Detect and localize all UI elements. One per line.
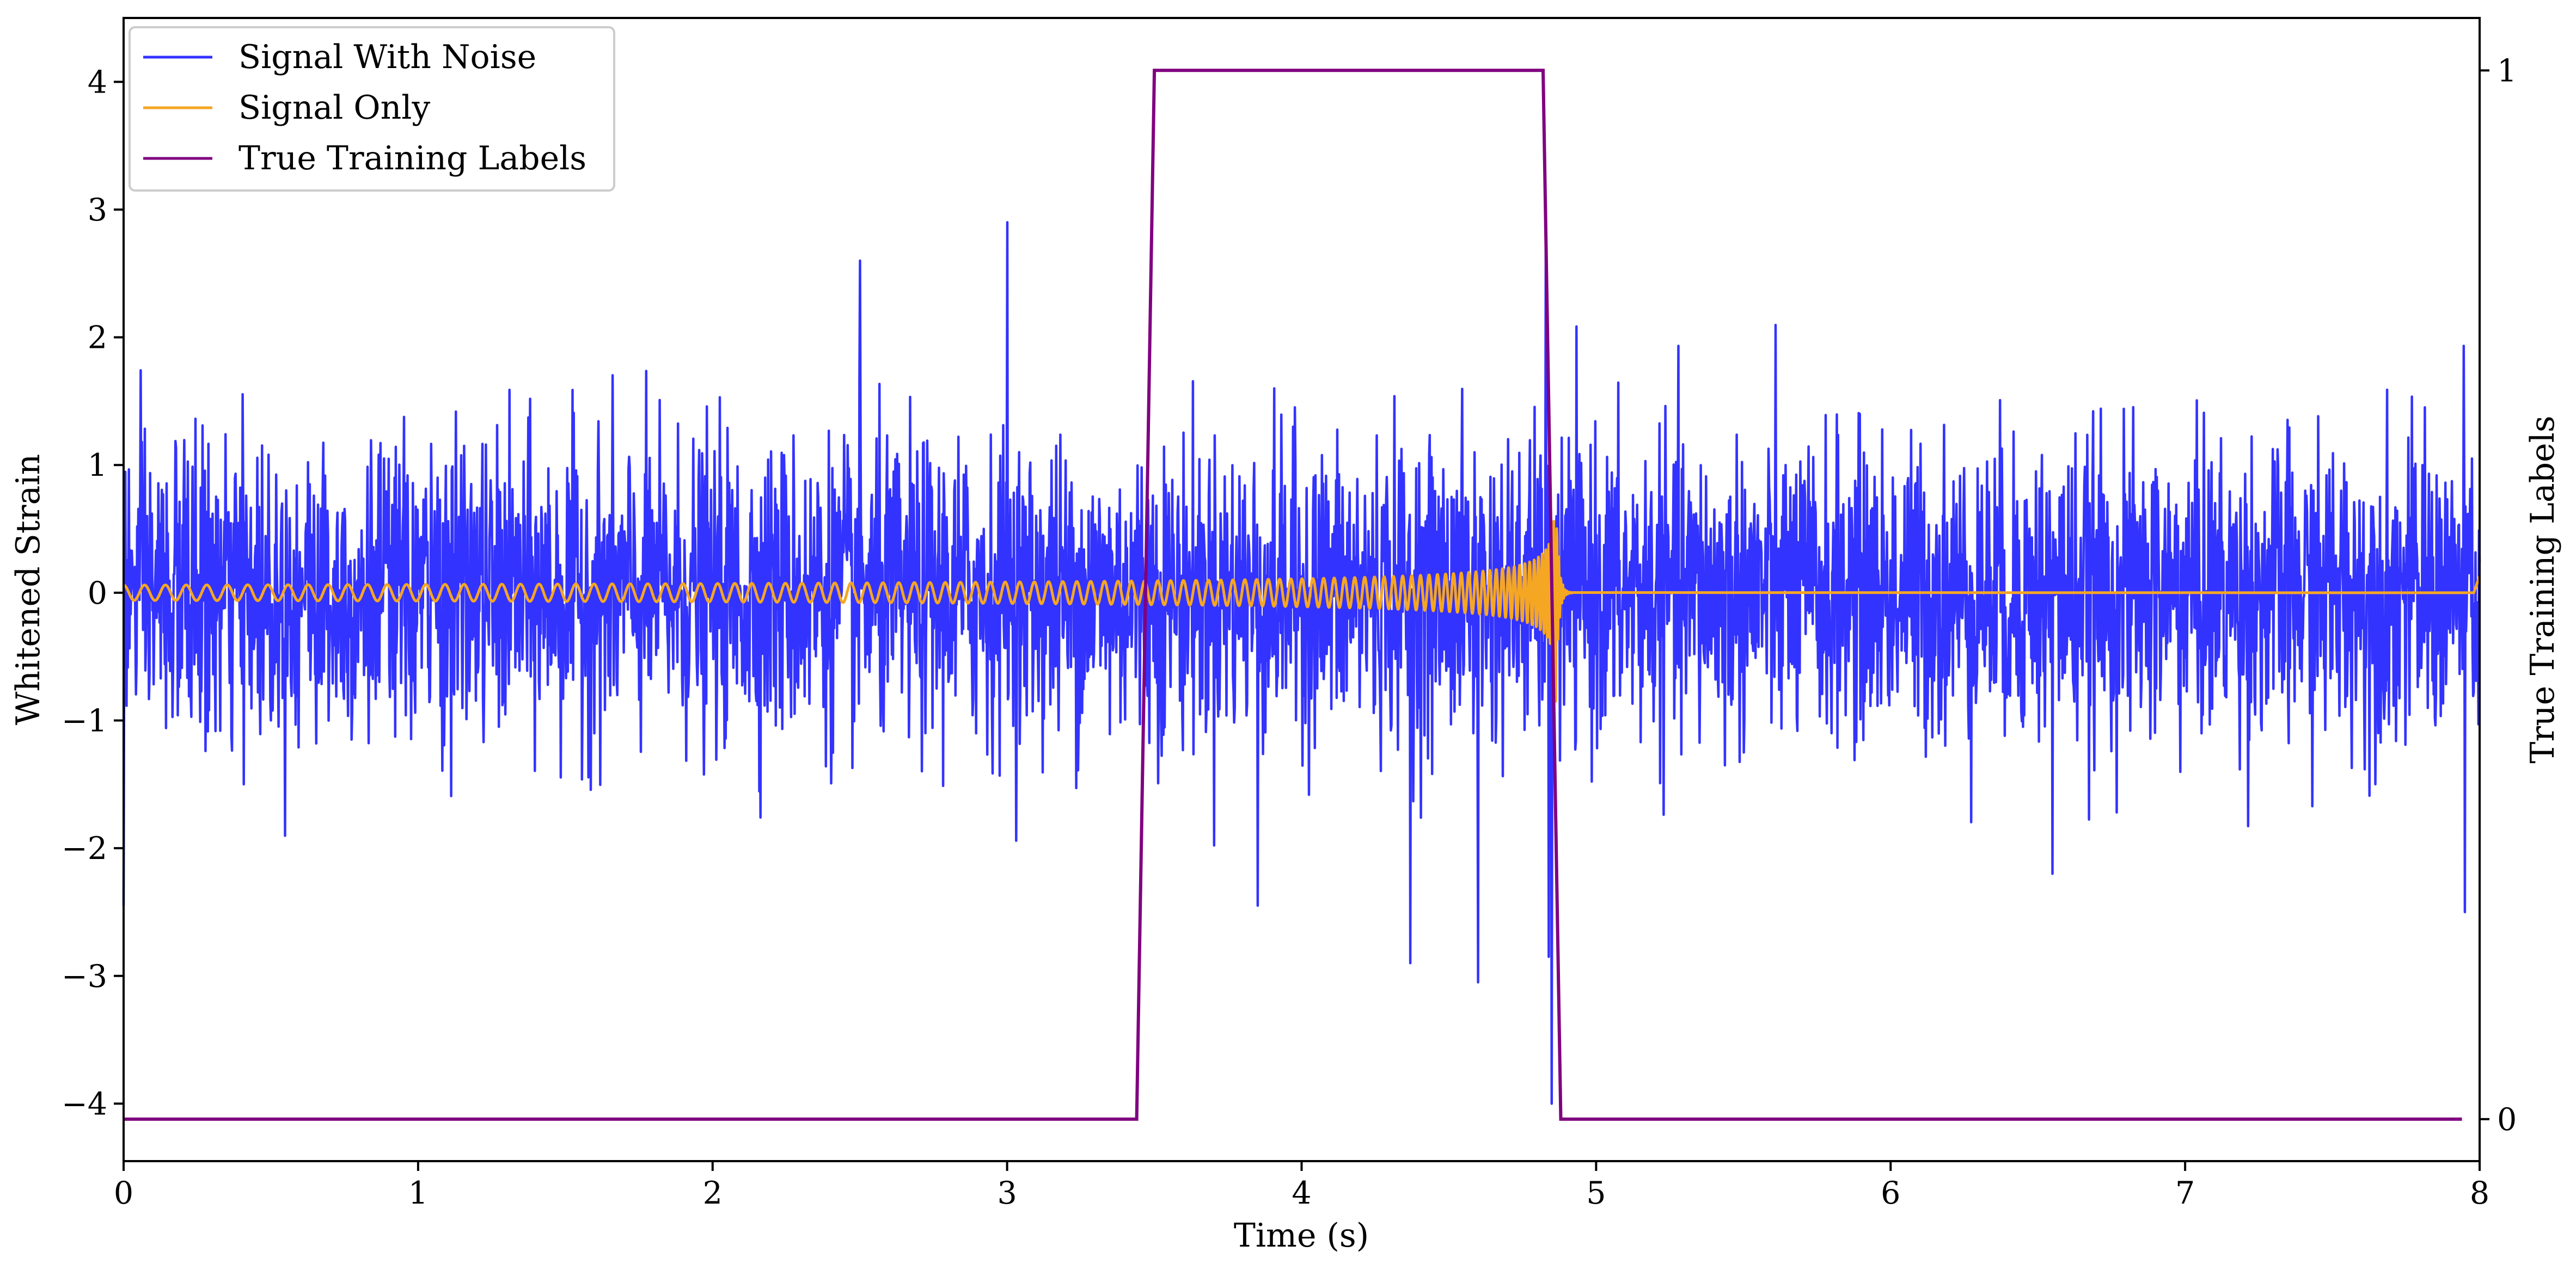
x-tick-label: 4: [1292, 1175, 1311, 1211]
x-axis-label: Time (s): [1234, 1217, 1369, 1255]
x-tick-label: 6: [1881, 1175, 1900, 1211]
y-tick-label-right: 1: [2497, 53, 2517, 89]
y-tick-label: −1: [62, 703, 107, 739]
legend: Signal With Noise Signal Only True Trainin…: [129, 26, 615, 192]
y-tick-label: −2: [62, 831, 107, 867]
legend-box: [129, 26, 615, 192]
y-tick-label: −4: [62, 1086, 107, 1122]
x-axis: 0 1 2 3 4 5 6 7 8: [114, 1161, 2489, 1211]
plot-area: [122, 69, 2481, 1121]
x-tick-label: 3: [997, 1175, 1017, 1211]
y-axis-left: −4 −3 −2 −1 0 1 2 3 4: [62, 64, 124, 1122]
y-tick-label: 1: [88, 447, 107, 483]
y-tick-label: 2: [88, 320, 107, 356]
x-tick-label: 2: [703, 1175, 723, 1211]
y-tick-label: 4: [88, 64, 107, 100]
legend-label: Signal With Noise: [238, 38, 536, 76]
y-tick-label: 3: [88, 192, 107, 228]
x-tick-label: 1: [408, 1175, 428, 1211]
y-axis-label-right: True Training Labels: [2524, 415, 2562, 763]
y-tick-label-right: 0: [2497, 1102, 2517, 1138]
x-tick-label: 0: [114, 1175, 133, 1211]
series-line-signal-with-noise: [122, 221, 2481, 1105]
x-tick-label: 7: [2175, 1175, 2195, 1211]
x-tick-label: 8: [2470, 1175, 2489, 1211]
y-axis-label: Whitened Strain: [9, 454, 47, 725]
y-tick-label: −3: [62, 959, 107, 995]
y-axis-right: 01: [2480, 53, 2517, 1138]
series-line-signal-only: [122, 520, 2481, 703]
legend-label: True Training Labels: [238, 139, 586, 177]
x-tick-label: 5: [1586, 1175, 1606, 1211]
y-tick-label: 0: [88, 575, 107, 611]
series-line-true-training-labels: [124, 69, 2462, 1121]
legend-label: Signal Only: [238, 89, 430, 127]
